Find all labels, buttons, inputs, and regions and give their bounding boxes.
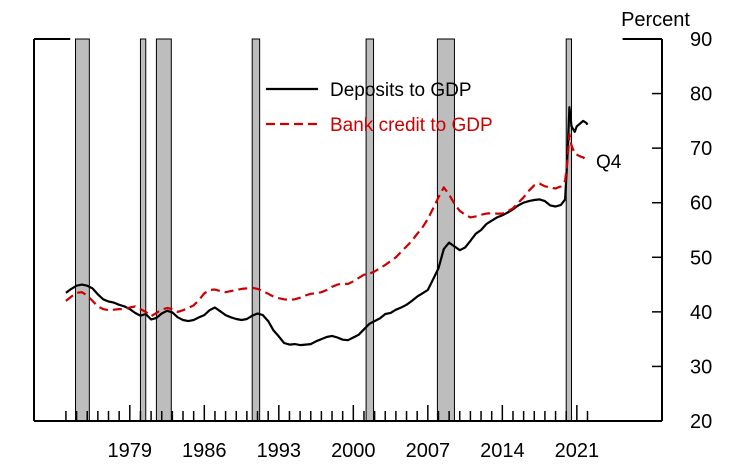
y-tick-label-80: 80 — [690, 84, 712, 106]
recession-band-7 — [565, 38, 573, 422]
y-tick-label-70: 70 — [690, 138, 712, 160]
y-tick-label-90: 90 — [690, 29, 712, 51]
recession-band-4 — [251, 38, 261, 422]
y-tick-label-40: 40 — [690, 302, 712, 324]
x-tick-label-2000: 2000 — [331, 440, 376, 462]
recession-bands — [75, 38, 573, 422]
y-tick-label-50: 50 — [690, 247, 712, 269]
legend-label-deposits: Deposits to GDP — [330, 80, 472, 101]
series-line-bank-credit — [65, 133, 589, 318]
axes: 20 30 40 50 60 70 80 90 1979 1986 1993 2000 2007 2014… — [33, 29, 712, 462]
y-tick-label-20: 20 — [690, 411, 712, 433]
x-tick-label-2007: 2007 — [406, 440, 451, 462]
recession-band-1 — [75, 38, 90, 422]
y-tick-label-30: 30 — [690, 356, 712, 378]
series-lines — [65, 106, 589, 347]
x-tick-label-1986: 1986 — [182, 440, 227, 462]
x-tick-label-2021: 2021 — [555, 440, 600, 462]
x-tick-label-1993: 1993 — [257, 440, 302, 462]
recession-band-2 — [139, 38, 147, 422]
legend: Deposits to GDP Bank credit to GDP — [266, 80, 493, 136]
recession-band-3 — [155, 38, 172, 422]
series-line-deposits — [65, 106, 589, 347]
y-axis-label: Percent — [621, 9, 690, 31]
q4-annotation: Q4 — [596, 152, 622, 173]
x-tick-label-2014: 2014 — [480, 440, 525, 462]
x-tick-label-1979: 1979 — [108, 440, 153, 462]
legend-label-bank-credit: Bank credit to GDP — [330, 115, 493, 136]
y-tick-label-60: 60 — [690, 193, 712, 215]
